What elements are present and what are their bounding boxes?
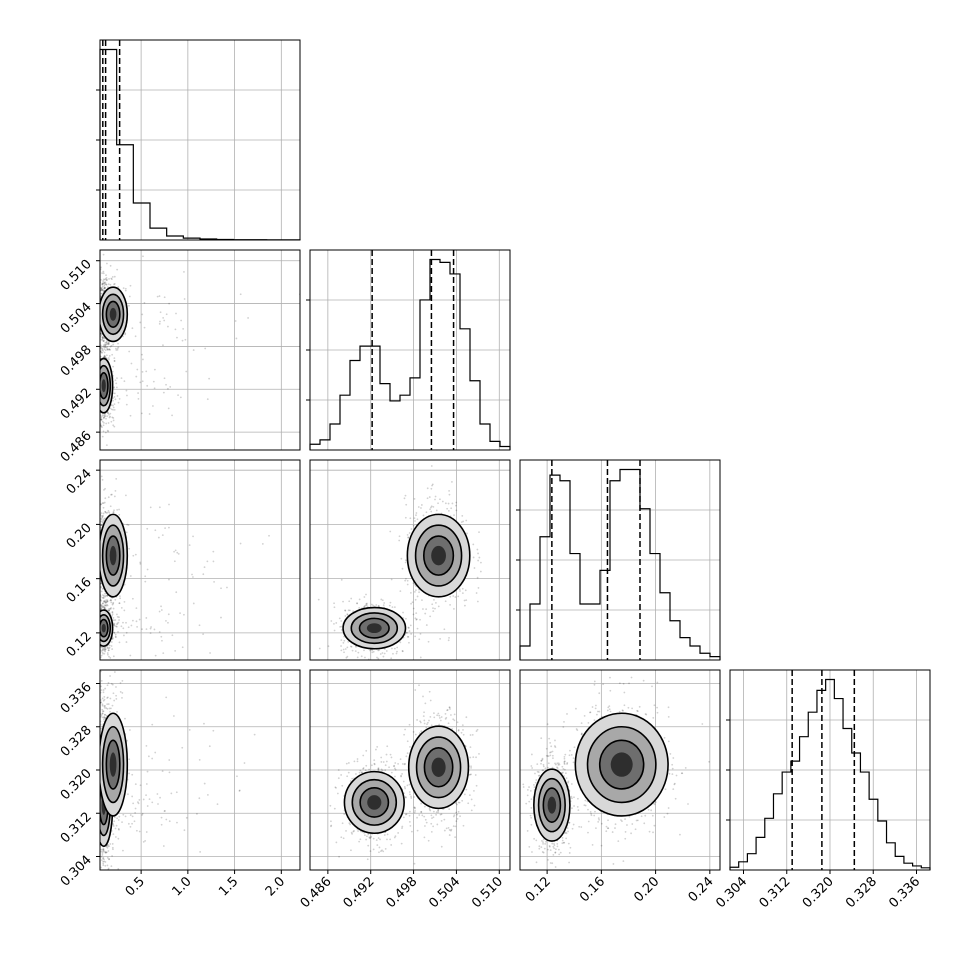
y-tick-label: 0.20 xyxy=(64,521,95,552)
x-tick-label: 1.0 xyxy=(169,874,194,899)
x-tick-label: 0.486 xyxy=(298,874,335,911)
panel-bg xyxy=(100,250,300,450)
x-tick-label: 0.312 xyxy=(757,874,794,911)
panel-frame xyxy=(309,459,511,661)
x-tick-label: 0.504 xyxy=(426,874,463,911)
contour-level xyxy=(109,307,117,321)
scatter-panel-0-1 xyxy=(99,249,301,451)
contour-level xyxy=(109,545,117,566)
contour-level xyxy=(109,752,117,777)
histogram-step xyxy=(309,258,511,450)
y-tick-label: 0.498 xyxy=(58,343,95,380)
hist-panel-2 xyxy=(516,459,721,661)
x-tick-label: 0.498 xyxy=(383,874,420,911)
y-tick-label: 0.492 xyxy=(58,386,95,423)
x-tick-label: 0.304 xyxy=(713,874,750,911)
y-tick-label: 0.504 xyxy=(58,300,95,337)
panel-frame xyxy=(519,459,721,661)
x-tick-label: 1.5 xyxy=(216,874,241,899)
x-tick-label: 0.328 xyxy=(843,874,880,911)
x-tick-label: 0.24 xyxy=(686,874,717,905)
scatter-panel-0-3 xyxy=(99,669,301,871)
scatter-panel-1-2 xyxy=(309,459,511,661)
contour-level xyxy=(431,545,446,566)
y-tick-label: 0.16 xyxy=(64,575,95,606)
x-tick-label: 0.16 xyxy=(577,874,608,905)
y-tick-label: 0.336 xyxy=(58,680,95,717)
panel-frame xyxy=(309,249,511,451)
y-tick-label: 0.486 xyxy=(58,428,95,465)
scatter-panel-0-2 xyxy=(99,459,301,661)
contour-level xyxy=(366,623,382,634)
scatter-panel-2-3 xyxy=(519,669,721,871)
panel-frame xyxy=(99,249,301,451)
histogram-step xyxy=(519,468,721,660)
hist-panel-1 xyxy=(306,249,511,451)
y-tick-label: 0.320 xyxy=(58,766,95,803)
histogram-step xyxy=(729,678,931,870)
x-tick-label: 0.12 xyxy=(523,874,554,905)
y-tick-label: 0.510 xyxy=(58,257,95,294)
y-tick-label: 0.24 xyxy=(64,466,95,497)
y-tick-label: 0.12 xyxy=(64,629,95,660)
panel-frame xyxy=(99,39,301,241)
panel-bg xyxy=(100,460,300,660)
x-tick-label: 0.320 xyxy=(800,874,837,911)
panel-frame xyxy=(309,669,511,871)
x-tick-label: 0.492 xyxy=(341,874,378,911)
contour-level xyxy=(547,796,557,814)
panel-frame xyxy=(519,669,721,871)
panel-frame xyxy=(99,459,301,661)
x-tick-label: 2.0 xyxy=(263,874,288,899)
y-tick-label: 0.304 xyxy=(58,853,95,890)
y-tick-label: 0.312 xyxy=(58,809,95,846)
scatter-panel-1-3 xyxy=(309,669,511,871)
hist-panel-0 xyxy=(96,39,301,241)
y-tick-label: 0.328 xyxy=(58,723,95,760)
x-tick-label: 0.336 xyxy=(886,874,923,911)
contour-level xyxy=(101,623,106,633)
contour-level xyxy=(431,757,446,778)
hist-panel-3 xyxy=(726,669,931,871)
contour-level xyxy=(610,752,633,777)
contour-level xyxy=(367,795,382,810)
x-tick-label: 0.5 xyxy=(123,874,148,899)
x-tick-label: 0.510 xyxy=(469,874,506,911)
x-tick-label: 0.20 xyxy=(631,874,662,905)
contour-level xyxy=(101,379,106,393)
